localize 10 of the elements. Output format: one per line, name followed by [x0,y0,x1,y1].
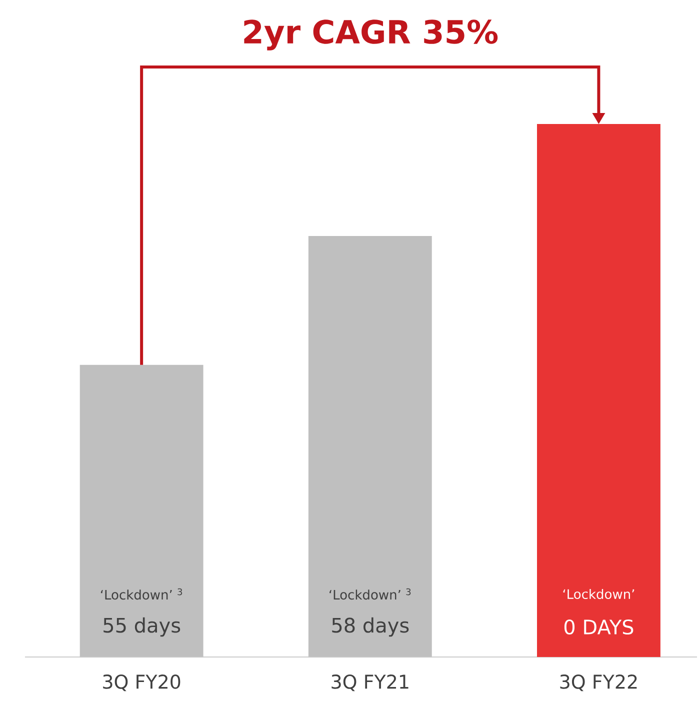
chart-title: 2yr CAGR 35% [244,20,498,50]
x-tick-label: 3Q FY21 [332,674,408,692]
annotation: ‘Lockdown’ $^{3}$ [330,588,411,600]
annotation: 55 days [104,617,180,637]
annotation: ‘Lockdown’ [563,588,634,600]
annotation: ‘Lockdown’ $^{3}$ [101,588,182,600]
x-tick-label: 3Q FY20 [103,674,180,692]
x-tick-label: 3Q FY22 [560,674,637,692]
annotation: 0 DAYS [564,619,634,635]
annotation: 58 days [332,617,409,637]
